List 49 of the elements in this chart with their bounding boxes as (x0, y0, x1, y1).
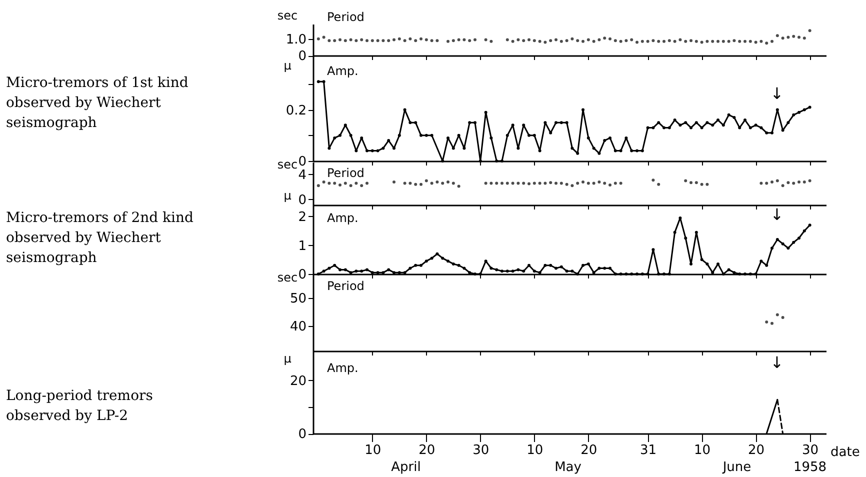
text: April (391, 460, 421, 475)
y-tick-label: 40 (290, 319, 306, 334)
text: Micro-tremors of 1st kind observed by Wiechert seismograph (6, 75, 188, 131)
y-tick-label: 0 (298, 427, 306, 442)
y-tick-label: 0 (298, 49, 306, 64)
y-tick-label: 0 (298, 192, 306, 208)
annotation: ↓ (770, 205, 784, 224)
point (776, 313, 779, 316)
text: Long-period tremors observed by LP-2 (6, 388, 153, 424)
y-tick-label: 50 (290, 291, 306, 306)
x-tick-label: 31 (640, 443, 657, 458)
y-axis-title: μ (284, 188, 292, 202)
chart-title: Period (327, 166, 364, 180)
chart-title: Period (327, 279, 364, 293)
x-tick-label: 20 (580, 443, 598, 458)
annotation: ↓ (770, 84, 784, 103)
text: May (554, 460, 582, 475)
text: Amp. (327, 64, 358, 78)
y-tick-label: 2 (298, 210, 306, 225)
text: Amp. (327, 361, 358, 375)
y-tick-label: 0 (298, 154, 306, 170)
text: Amp. (327, 211, 358, 225)
y-tick-label: 1.0 (286, 32, 306, 48)
text: Micro-tremors of 2nd kind observed by Wiechert seismograph (6, 210, 194, 266)
x-tick-label: 10 (526, 443, 544, 458)
x-tick-label: 20 (418, 443, 436, 458)
y-axis-title: μ (284, 352, 292, 366)
y-axis-title: sec (277, 157, 298, 171)
point (781, 316, 784, 320)
y-tick-label: 0.2 (286, 103, 306, 118)
y-axis-title: μ (284, 58, 292, 72)
annotation: ↓ (770, 353, 784, 372)
y-tick-label: 4 (298, 167, 306, 182)
y-axis-title: sec (277, 270, 298, 284)
point (770, 322, 774, 325)
x-tick-label: 30 (472, 443, 490, 458)
y-tick-label: 20 (290, 374, 306, 389)
x-tick-label: 30 (802, 443, 819, 458)
chart-title: Period (327, 10, 364, 24)
text: June (722, 460, 752, 475)
x-tick-label: 20 (748, 443, 765, 458)
text: 1958 (793, 460, 827, 475)
y-tick-label: 0 (298, 268, 306, 282)
y-axis-title: sec (277, 8, 298, 22)
x-tick-label: 10 (694, 443, 711, 458)
x-axis-title: date (830, 445, 860, 460)
point (765, 320, 768, 324)
y-tick-label: 1 (298, 238, 306, 254)
x-tick-label: 10 (364, 443, 382, 458)
